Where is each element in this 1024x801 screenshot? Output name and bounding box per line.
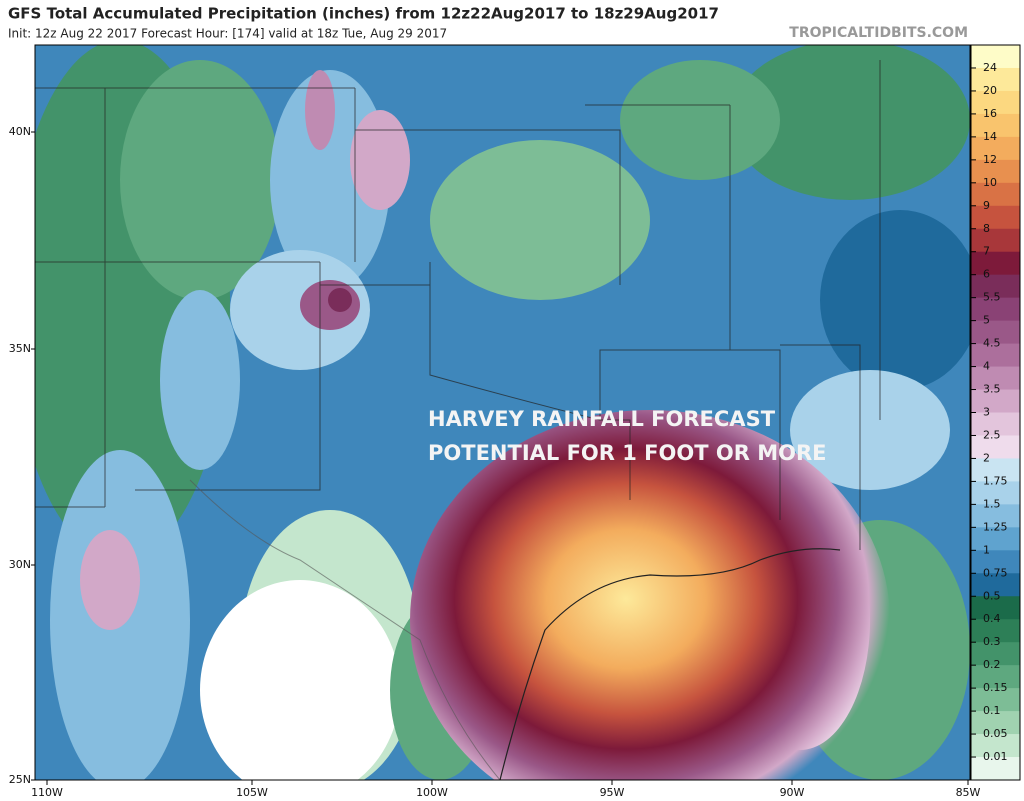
colorbar-box [971,343,1020,368]
subtitle: Init: 12z Aug 22 2017 Forecast Hour: [17… [8,27,447,41]
colorbar-label: 3.5 [983,383,1001,396]
colorbar-box [971,297,1020,322]
colorbar-label: 4.5 [983,337,1001,350]
colorbar-box [971,389,1020,413]
longitude-label: 100W [416,786,448,799]
colorbar-label: 16 [983,107,997,120]
annotation-line: HARVEY RAINFALL FORECAST [428,407,776,431]
colorbar-label: 0.1 [983,704,1001,717]
annotation-line: POTENTIAL FOR 1 FOOT OR MORE [428,441,826,465]
colorbar-box [971,711,1020,735]
colorbar-label: 0.2 [983,658,1001,671]
colorbar-label: 1.5 [983,497,1001,510]
longitude-label: 110W [31,786,63,799]
colorbar-label: 1.75 [983,474,1008,487]
colorbar-label: 24 [983,61,997,74]
colorbar-box [971,90,1020,115]
colorbar-box [971,136,1020,161]
colorbar-label: 20 [983,84,997,97]
colorbar-box [971,182,1020,207]
colorbar-box [971,228,1020,253]
colorbar-box [971,481,1020,505]
colorbar-box [971,550,1020,574]
colorbar-label: 0.5 [983,589,1001,602]
colorbar-label: 0.3 [983,635,1001,648]
colorbar-box [971,366,1020,391]
colorbar-box [971,412,1020,436]
colorbar-box [971,665,1020,689]
colorbar-label: 0.75 [983,566,1008,579]
map-field [35,45,970,780]
colorbar-label: 14 [983,130,997,143]
colorbar-label: 1.25 [983,520,1008,533]
latitude-label: 25N [9,773,31,786]
colorbar-label: 9 [983,199,990,212]
longitude-label: 90W [780,786,805,799]
colorbar-label: 0.01 [983,750,1008,763]
colorbar-box [971,205,1020,230]
colorbar-box [971,642,1020,666]
colorbar-label: 5.5 [983,291,1001,304]
colorbar-label: 0.05 [983,727,1008,740]
colorbar-box [971,274,1020,299]
colorbar-label: 6 [983,268,990,281]
colorbar-box [971,734,1020,758]
colorbar-label: 7 [983,245,990,258]
latitude-label: 30N [9,558,31,571]
longitude-label: 95W [600,786,625,799]
colorbar-label: 10 [983,176,997,189]
colorbar-box [971,320,1020,345]
colorbar-box [971,527,1020,551]
colorbar-box [971,67,1020,92]
map-frame [34,44,971,781]
colorbar-box [971,159,1020,184]
colorbar-label: 3 [983,406,990,419]
colorbar-box [971,435,1020,459]
colorbar-label: 2 [983,451,990,464]
colorbar-box [971,458,1020,482]
colorbar-label: 0.4 [983,612,1001,625]
longitude-label: 85W [956,786,981,799]
colorbar-box [971,251,1020,276]
colorbar-box [971,573,1020,597]
colorbar-label: 1 [983,543,990,556]
colorbar-box [971,688,1020,712]
colorbar-label: 8 [983,222,990,235]
colorbar-label: 2.5 [983,428,1001,441]
latitude-label: 40N [9,125,31,138]
colorbar-label: 4 [983,360,990,373]
colorbar-box [971,504,1020,528]
colorbar-box [971,45,1020,69]
longitude-label: 105W [236,786,268,799]
watermark: TROPICALTIDBITS.COM [789,25,968,41]
colorbar-box [971,596,1020,620]
colorbar-box [971,619,1020,643]
colorbar-label: 12 [983,153,997,166]
latitude-label: 35N [9,342,31,355]
colorbar-box [971,113,1020,138]
title: GFS Total Accumulated Precipitation (inc… [8,5,719,23]
colorbar-box [971,757,1020,781]
colorbar-label: 0.15 [983,681,1008,694]
colorbar-label: 5 [983,314,990,327]
